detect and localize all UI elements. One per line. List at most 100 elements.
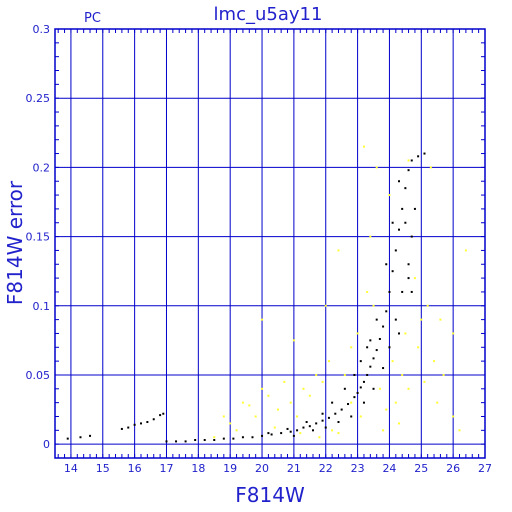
data-point-black bbox=[398, 228, 400, 231]
data-point-yellow bbox=[378, 387, 381, 390]
data-point-yellow bbox=[222, 415, 225, 418]
data-point-yellow bbox=[283, 380, 286, 383]
data-point-yellow bbox=[458, 429, 461, 432]
data-point-black bbox=[401, 207, 404, 210]
data-point-black bbox=[372, 357, 375, 360]
data-point-yellow bbox=[391, 360, 394, 363]
data-point-black bbox=[331, 401, 334, 404]
data-point-black bbox=[394, 318, 397, 321]
data-point-yellow bbox=[407, 159, 410, 162]
data-point-yellow bbox=[420, 318, 423, 321]
data-point-black bbox=[394, 249, 397, 252]
data-point-black bbox=[372, 387, 375, 390]
y-tick-label: 0.1 bbox=[33, 300, 51, 313]
data-point-yellow bbox=[350, 346, 353, 349]
x-tick-label: 26 bbox=[446, 462, 460, 475]
data-point-black bbox=[353, 373, 356, 376]
data-point-black bbox=[327, 416, 330, 419]
data-point-black bbox=[292, 434, 295, 437]
data-point-black bbox=[261, 434, 264, 437]
data-point-black bbox=[343, 387, 346, 390]
data-point-yellow bbox=[401, 373, 404, 376]
data-point-yellow bbox=[359, 415, 362, 418]
axis-ticks: 14 15 16 17 18 19 20 21 22 23 24 25 26 27 0 0.05 0.1 0.15… bbox=[26, 23, 493, 475]
x-tick-label: 23 bbox=[351, 462, 365, 475]
data-point-yellow bbox=[213, 436, 216, 439]
x-tick-label: 22 bbox=[319, 462, 333, 475]
data-point-black bbox=[362, 380, 365, 383]
data-point-yellow bbox=[343, 373, 346, 376]
data-point-yellow bbox=[429, 166, 432, 169]
data-point-black bbox=[79, 436, 82, 439]
data-point-yellow bbox=[452, 415, 455, 418]
data-point-yellow bbox=[362, 145, 365, 148]
data-point-black bbox=[369, 339, 372, 342]
data-point-black bbox=[312, 429, 314, 432]
data-point-black bbox=[146, 421, 149, 424]
data-point-yellow bbox=[366, 290, 369, 293]
data-point-yellow bbox=[248, 404, 251, 407]
data-point-yellow bbox=[382, 429, 385, 432]
data-point-black bbox=[133, 423, 136, 426]
data-point-yellow bbox=[433, 360, 436, 363]
data-point-black bbox=[315, 422, 318, 425]
y-tick-label: 0.3 bbox=[33, 23, 51, 36]
data-point-black bbox=[398, 332, 400, 335]
data-point-yellow bbox=[398, 422, 400, 425]
x-axis-label: F814W bbox=[235, 483, 305, 507]
y-tick-label: 0 bbox=[43, 438, 50, 451]
data-point-black bbox=[270, 433, 273, 436]
data-point-black bbox=[241, 436, 244, 439]
x-tick-label: 14 bbox=[64, 462, 78, 475]
data-point-black bbox=[232, 437, 235, 440]
data-point-black bbox=[302, 426, 305, 429]
data-point-yellow bbox=[327, 360, 330, 363]
data-point-black bbox=[350, 415, 353, 418]
data-point-black bbox=[359, 386, 362, 389]
x-tick-label: 16 bbox=[128, 462, 142, 475]
data-point-yellow bbox=[299, 432, 302, 435]
data-point-yellow bbox=[417, 346, 420, 349]
data-point-yellow bbox=[331, 429, 334, 432]
data-point-yellow bbox=[229, 422, 232, 425]
data-point-black bbox=[152, 418, 155, 421]
data-point-yellow bbox=[426, 304, 429, 307]
data-point-black bbox=[407, 277, 410, 280]
data-point-yellow bbox=[442, 373, 445, 376]
data-point-black bbox=[410, 290, 413, 293]
data-point-yellow bbox=[254, 415, 257, 418]
data-point-black bbox=[324, 426, 327, 429]
data-point-black bbox=[127, 426, 130, 429]
x-tick-label: 18 bbox=[191, 462, 205, 475]
y-tick-label: 0.25 bbox=[26, 92, 51, 105]
data-point-yellow bbox=[315, 373, 318, 376]
data-point-black bbox=[423, 152, 426, 155]
data-point-black bbox=[159, 414, 162, 417]
data-point-yellow bbox=[302, 387, 305, 390]
data-point-black bbox=[375, 349, 378, 352]
data-point-black bbox=[213, 439, 216, 442]
data-point-yellow bbox=[308, 394, 311, 397]
data-point-black bbox=[289, 430, 292, 433]
data-point-yellow bbox=[407, 387, 410, 390]
data-point-black bbox=[162, 412, 165, 415]
data-point-black bbox=[194, 439, 197, 442]
data-point-yellow bbox=[372, 304, 375, 307]
data-point-black bbox=[382, 367, 385, 370]
data-point-black bbox=[286, 427, 289, 430]
data-point-black bbox=[203, 439, 206, 442]
data-point-black bbox=[407, 263, 410, 266]
data-point-black bbox=[362, 401, 365, 404]
data-point-black bbox=[305, 421, 308, 424]
data-point-black bbox=[334, 412, 337, 415]
data-point-yellow bbox=[337, 249, 340, 252]
data-point-black bbox=[391, 270, 394, 273]
data-point-yellow bbox=[356, 332, 359, 335]
data-point-black bbox=[385, 310, 388, 313]
data-point-yellow bbox=[375, 166, 378, 169]
data-point-yellow bbox=[439, 318, 442, 321]
data-point-black bbox=[413, 207, 416, 210]
y-tick-label: 0.2 bbox=[33, 161, 51, 174]
data-point-black bbox=[347, 403, 350, 406]
data-point-black bbox=[385, 263, 388, 266]
